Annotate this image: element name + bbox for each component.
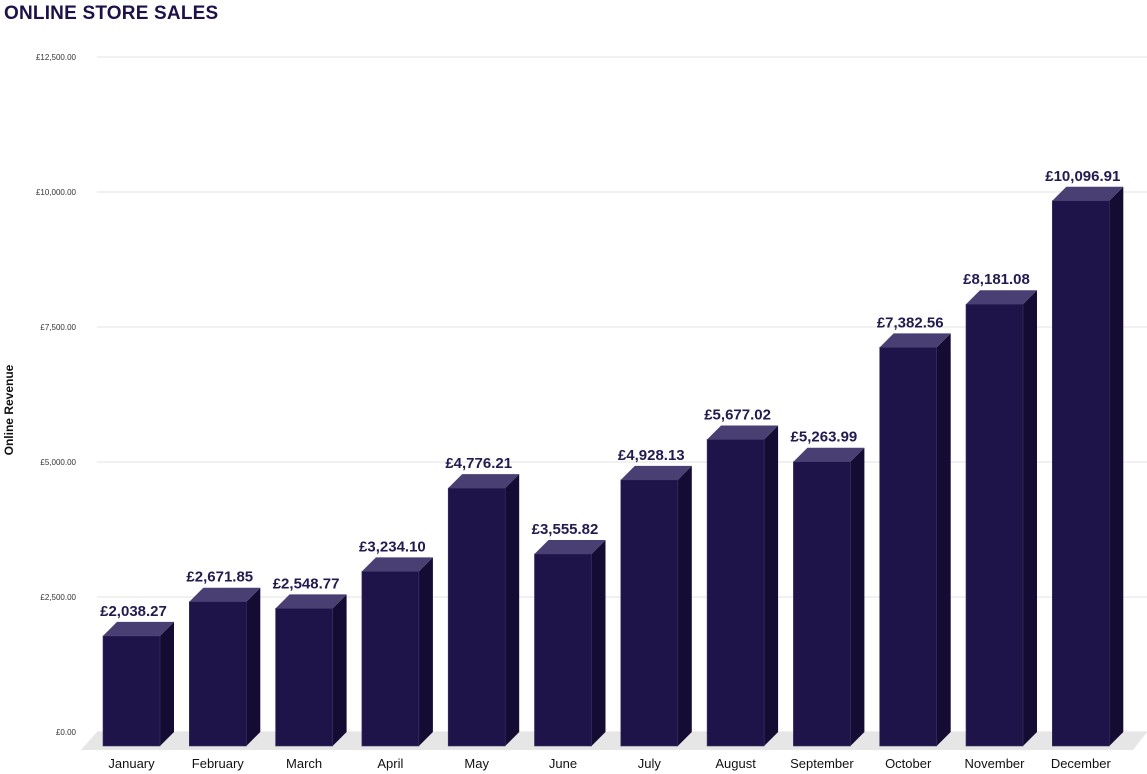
bar-side [246,587,261,746]
bar [1052,186,1124,747]
bar-top [707,425,779,440]
bar-side [1023,290,1037,746]
bar-front [965,303,1024,747]
bar-front [189,601,247,747]
bar-side [418,557,433,746]
bar [361,557,433,747]
y-tick-label: £10,000.00 [36,188,77,197]
x-tick-label: August [715,756,756,771]
y-tick-label: £2,500.00 [40,593,76,602]
data-label: £7,382.56 [877,314,944,331]
x-tick-label: September [790,756,854,771]
bar [447,474,520,747]
bar [965,290,1037,747]
bar-top [361,557,433,572]
bar [534,539,606,747]
bar-front [361,571,420,747]
bar-front [1052,200,1110,747]
x-tick-label: May [464,756,489,771]
bar-front [534,553,592,747]
x-tick-label: July [638,756,662,771]
bar-top [793,447,865,462]
bar-top [620,465,692,480]
data-label: £8,181.08 [963,271,1030,288]
bar-side [764,425,779,746]
y-tick-label: £0.00 [56,728,77,737]
data-label: £2,671.85 [186,569,253,586]
bar [879,333,951,747]
bar-front [879,347,938,747]
bar-side [591,539,606,746]
bar-side [936,333,951,746]
bar-top [879,333,951,348]
bar [275,594,347,747]
x-tick-label: January [108,756,155,771]
y-tick-label: £12,500.00 [36,53,77,62]
bar-front [275,608,333,747]
bar-front [447,487,506,747]
data-label: £5,263.99 [791,429,858,446]
bar-front [793,461,851,747]
bar-side [332,594,347,746]
data-label: £2,038.27 [100,603,167,620]
y-tick-label: £7,500.00 [40,323,76,332]
data-label: £3,555.82 [532,521,599,538]
x-tick-label: June [549,756,577,771]
data-label: £10,096.91 [1045,168,1120,185]
x-tick-label: March [286,756,322,771]
x-tick-label: November [965,756,1026,771]
bar-top [275,594,347,609]
y-tick-label: £5,000.00 [40,458,76,467]
bar-side [850,447,865,746]
bar-front [102,635,161,747]
x-tick-label: February [192,756,245,771]
bar-front [620,479,679,747]
x-tick-label: October [885,756,932,771]
data-label: £5,677.02 [704,406,771,423]
bar-side [677,465,692,746]
bar-top [448,474,520,489]
bar-front [706,439,765,747]
bar [102,621,174,747]
bar [620,465,692,747]
data-label: £2,548.77 [273,575,340,592]
bar [793,447,865,747]
bar-top [966,290,1037,305]
bar-side [1109,186,1124,747]
x-tick-label: December [1051,756,1112,771]
bar-side [505,474,520,746]
bar-top [189,587,261,602]
data-label: £4,928.13 [618,447,685,464]
bar [706,425,779,747]
data-label: £4,776.21 [445,455,512,472]
bar [189,587,261,747]
bar-top [534,539,606,554]
bar-top [103,621,174,636]
bar-top [1052,186,1124,201]
x-tick-label: April [377,756,403,771]
bar-side [160,621,174,746]
data-label: £3,234.10 [359,538,426,555]
chart-title: ONLINE STORE SALES [4,3,219,24]
